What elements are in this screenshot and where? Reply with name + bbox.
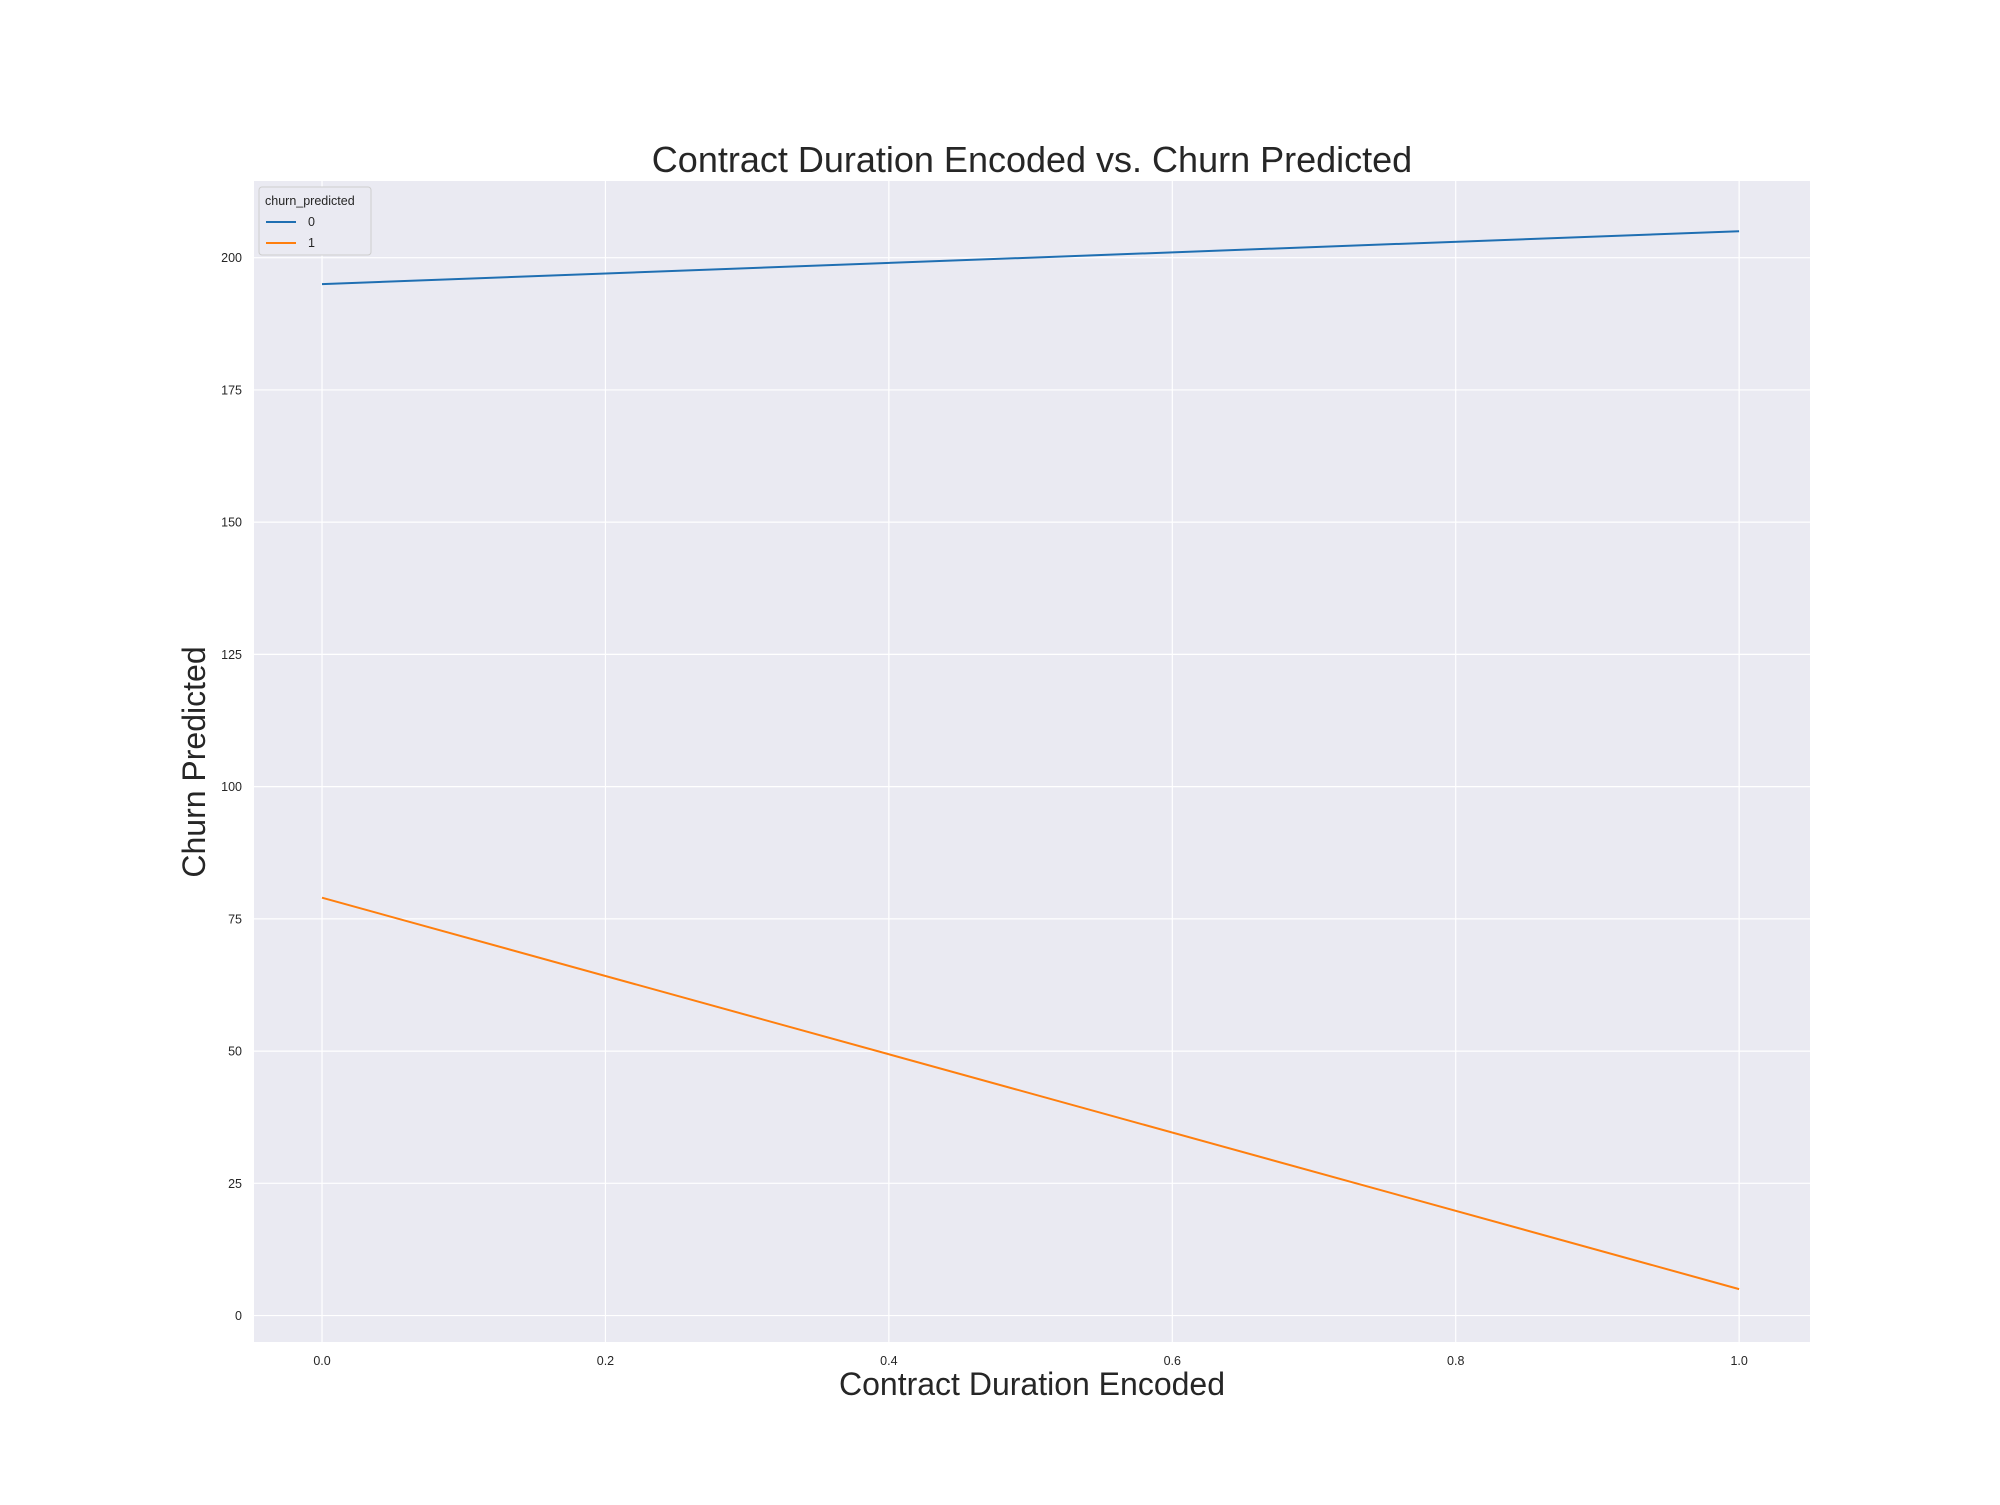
legend-box xyxy=(258,186,372,256)
x-tick-label: 0.8 xyxy=(1447,1354,1464,1368)
y-tick-label: 50 xyxy=(228,1045,242,1059)
chart-title: Contract Duration Encoded vs. Churn Pred… xyxy=(652,139,1412,180)
y-tick-label: 75 xyxy=(228,912,242,926)
x-tick-label: 0.2 xyxy=(597,1354,614,1368)
series-line-1 xyxy=(321,896,1740,1291)
y-tick-label: 150 xyxy=(221,516,242,530)
legend-items: 01 xyxy=(266,215,315,250)
x-tick-label: 0.0 xyxy=(313,1354,330,1368)
y-tick-label: 25 xyxy=(228,1177,242,1191)
legend-label-0: 0 xyxy=(308,215,315,229)
y-tick-label: 125 xyxy=(221,648,242,662)
y-tick-label: 100 xyxy=(221,780,242,794)
y-tick-labels: 0 25 50 75 100 125 150 175 200 xyxy=(221,251,242,1323)
x-tick-label: 0.6 xyxy=(1164,1354,1181,1368)
x-tick-label: 1.0 xyxy=(1730,1354,1747,1368)
y-axis-label: Churn Predicted xyxy=(176,646,212,877)
plot-area-background xyxy=(254,181,1810,1342)
legend-title: churn_predicted xyxy=(265,194,355,208)
legend: churn_predicted 01 xyxy=(258,186,372,256)
y-tick-label: 200 xyxy=(221,251,242,265)
legend-label-1: 1 xyxy=(308,236,315,250)
x-axis-label: Contract Duration Encoded xyxy=(839,1366,1225,1402)
y-tick-label: 175 xyxy=(221,383,242,397)
series-lines xyxy=(321,230,1740,1291)
grid-lines xyxy=(254,181,1810,1342)
series-line-0 xyxy=(321,230,1740,286)
x-tick-label: 0.4 xyxy=(880,1354,897,1368)
y-tick-label: 0 xyxy=(235,1309,242,1323)
x-tick-labels: 0.0 0.2 0.4 0.6 0.8 1.0 xyxy=(313,1354,1748,1368)
